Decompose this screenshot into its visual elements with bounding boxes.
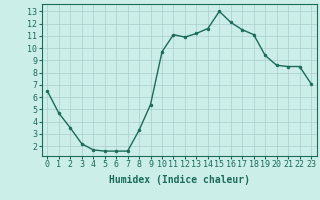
X-axis label: Humidex (Indice chaleur): Humidex (Indice chaleur) bbox=[109, 175, 250, 185]
